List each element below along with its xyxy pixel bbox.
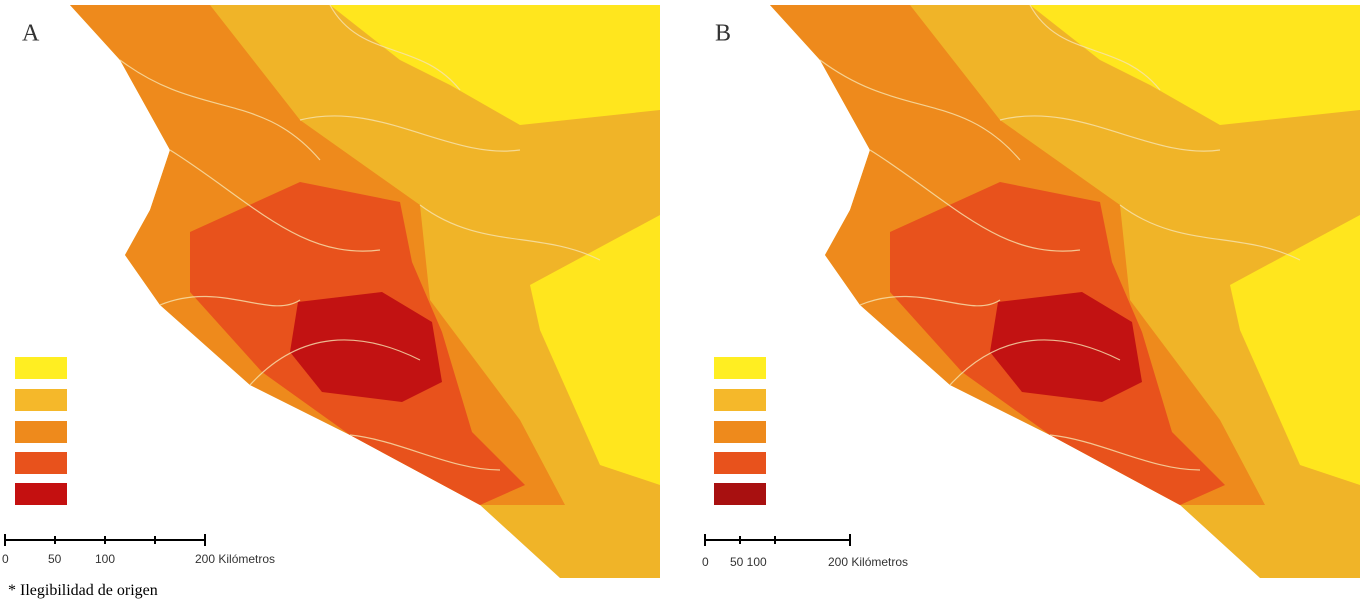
scale-label: 0 xyxy=(2,552,9,566)
panel-label: B xyxy=(715,21,731,47)
legend-a xyxy=(15,357,67,505)
panel-label: A xyxy=(22,21,40,47)
footnote: * Ilegibilidad de origen xyxy=(8,582,158,599)
map-a xyxy=(69,4,661,579)
scale-label: 50 100 xyxy=(730,555,767,569)
scale-label: 200 Kilómetros xyxy=(195,552,275,566)
scale-bar-a xyxy=(4,534,206,546)
legend-b xyxy=(714,357,766,505)
scale-label: 0 xyxy=(702,555,709,569)
scale-label: 100 xyxy=(95,552,115,566)
scale-label: 200 Kilómetros xyxy=(828,555,908,569)
maps: A B 0 50 100 200 Kilómetros 0 50 100 200… xyxy=(2,4,1361,579)
scale-label: 50 xyxy=(48,552,62,566)
map-b xyxy=(769,4,1361,579)
scale-bar-b xyxy=(704,534,851,546)
